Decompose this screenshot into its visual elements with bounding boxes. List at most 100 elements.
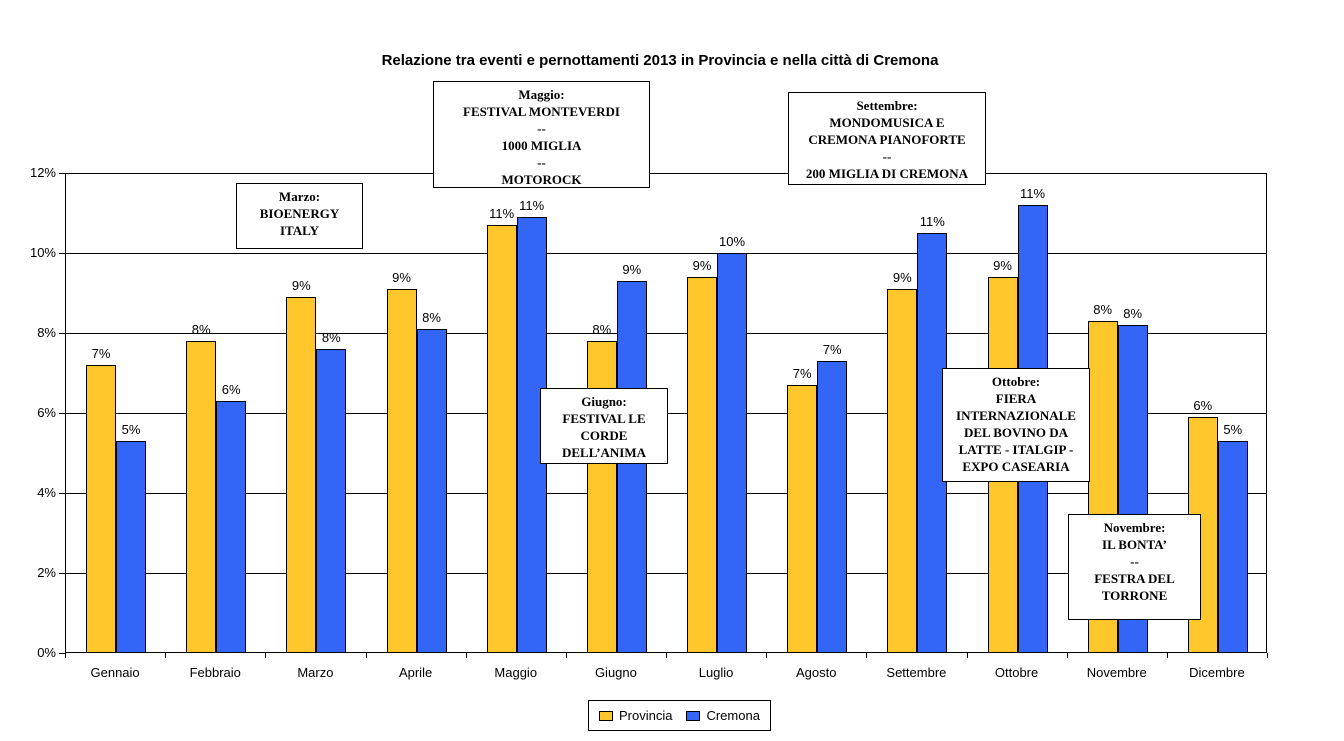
bar-label-provincia-settembre: 9% bbox=[892, 270, 912, 285]
bar-label-provincia-aprile: 9% bbox=[392, 270, 411, 285]
annotation-giugno: Giugno: FESTIVAL LE CORDE DELL’ANIMA bbox=[540, 388, 668, 464]
bar-label-provincia-ottobre: 9% bbox=[993, 258, 1012, 273]
annotation-line-novembre-1: -- bbox=[1130, 554, 1139, 569]
bar-cremona-gennaio bbox=[116, 441, 146, 653]
bar-label-cremona-novembre: 8% bbox=[1123, 306, 1143, 321]
y-axis-label-4: 4% bbox=[37, 485, 56, 500]
bar-provincia-settembre bbox=[887, 289, 918, 653]
bar-label-provincia-novembre: 8% bbox=[1093, 302, 1113, 317]
x-axis-label-settembre: Settembre bbox=[886, 665, 947, 680]
bar-label-cremona-agosto: 7% bbox=[822, 342, 842, 357]
y-axis-label-12: 12% bbox=[29, 165, 56, 180]
annotation-line-giugno-0: FESTIVAL LE bbox=[562, 411, 646, 426]
bar-label-cremona-aprile: 8% bbox=[422, 310, 441, 325]
y-axis-tick bbox=[59, 493, 65, 494]
x-axis-tick bbox=[65, 653, 66, 658]
annotation-line-novembre-0: IL BONTA’ bbox=[1102, 537, 1167, 552]
bar-cremona-giugno bbox=[616, 281, 647, 653]
annotation-marzo: Marzo: BIOENERGY ITALY bbox=[236, 183, 363, 249]
x-axis-tick bbox=[565, 653, 567, 658]
bar-label-provincia-luglio: 9% bbox=[692, 258, 712, 273]
bar-provincia-maggio bbox=[486, 225, 517, 653]
y-axis-tick bbox=[59, 253, 65, 254]
bar-label-cremona-ottobre: 11% bbox=[1019, 186, 1046, 201]
x-axis-tick bbox=[265, 653, 267, 658]
annotation-line-settembre-0: MONDOMUSICA E bbox=[829, 115, 945, 130]
annotation-line-maggio-1: -- bbox=[537, 121, 546, 136]
annotation-line-novembre-2: FESTRA DEL bbox=[1094, 571, 1175, 586]
annotation-line-maggio-2: 1000 MIGLIA bbox=[501, 138, 582, 153]
y-axis-tick bbox=[59, 413, 65, 414]
bar-label-cremona-settembre: 11% bbox=[919, 214, 945, 229]
gridline-4 bbox=[65, 493, 1267, 494]
annotation-line-ottobre-0: FIERA bbox=[995, 391, 1037, 406]
annotation-ottobre: Ottobre: FIERA INTERNAZIONALE DEL BOVINO DA… bbox=[942, 368, 1090, 482]
x-axis-label-luglio: Luglio bbox=[698, 665, 734, 680]
annotation-line-ottobre-4: EXPO CASEARIA bbox=[962, 459, 1070, 474]
bar-provincia-luglio bbox=[687, 277, 717, 653]
annotation-title-novembre: Novembre: bbox=[1103, 520, 1166, 535]
y-axis-label-8: 8% bbox=[37, 325, 56, 340]
gridline-8 bbox=[65, 333, 1267, 334]
annotation-settembre: Settembre: MONDOMUSICA E CREMONA PIANOFORT… bbox=[788, 92, 986, 185]
y-axis-tick bbox=[59, 573, 65, 574]
x-axis-label-febbraio: Febbraio bbox=[189, 665, 241, 680]
bar-cremona-agosto bbox=[817, 361, 848, 653]
bar-provincia-gennaio bbox=[86, 365, 116, 653]
gridline-2 bbox=[65, 573, 1267, 574]
annotation-title-maggio: Maggio: bbox=[518, 87, 565, 102]
annotation-line-ottobre-3: LATTE - ITALGIP - bbox=[958, 442, 1074, 457]
y-axis-label-2: 2% bbox=[37, 565, 56, 580]
legend: Provincia Cremona bbox=[588, 700, 771, 731]
bar-cremona-dicembre bbox=[1217, 441, 1248, 653]
bar-provincia-agosto bbox=[787, 385, 818, 653]
bar-label-cremona-dicembre: 5% bbox=[1223, 422, 1243, 437]
x-axis-label-marzo: Marzo bbox=[297, 665, 334, 680]
bar-label-provincia-febbraio: 8% bbox=[191, 322, 211, 337]
bar-cremona-aprile bbox=[416, 329, 447, 653]
x-axis-tick bbox=[1166, 653, 1168, 658]
annotation-novembre: Novembre: IL BONTA’ -- FESTRA DEL TORRONE bbox=[1068, 514, 1201, 620]
annotation-title-giugno: Giugno: bbox=[581, 394, 627, 409]
x-axis-label-ottobre: Ottobre bbox=[994, 665, 1039, 680]
annotation-line-giugno-2: DELL’ANIMA bbox=[561, 445, 647, 460]
bar-provincia-aprile bbox=[386, 289, 417, 653]
annotation-line-maggio-0: FESTIVAL MONTEVERDI bbox=[463, 104, 620, 119]
y-axis-tick bbox=[59, 653, 65, 654]
gridline-10 bbox=[65, 253, 1267, 254]
x-axis-label-gennaio: Gennaio bbox=[90, 665, 140, 680]
bar-provincia-marzo bbox=[286, 297, 317, 653]
annotation-line-ottobre-1: INTERNAZIONALE bbox=[956, 408, 1076, 423]
annotation-line-maggio-4: MOTOROCK bbox=[501, 172, 582, 187]
x-axis-tick bbox=[966, 653, 968, 658]
legend-swatch-cremona bbox=[686, 710, 701, 721]
bar-label-provincia-gennaio: 7% bbox=[91, 346, 111, 361]
bar-label-cremona-gennaio: 5% bbox=[121, 422, 141, 437]
bar-label-cremona-marzo: 8% bbox=[321, 330, 341, 345]
x-axis-tick bbox=[666, 653, 667, 658]
x-axis-tick bbox=[766, 653, 768, 658]
legend-swatch-provincia bbox=[599, 710, 613, 721]
bar-label-cremona-maggio: 11% bbox=[519, 198, 545, 213]
annotation-line-settembre-1: CREMONA PIANOFORTE bbox=[808, 132, 966, 147]
bar-label-cremona-giugno: 9% bbox=[622, 262, 642, 277]
x-axis-tick bbox=[465, 653, 467, 658]
bar-cremona-febbraio bbox=[216, 401, 247, 653]
y-axis-tick bbox=[59, 333, 65, 334]
annotation-line-marzo-1: ITALY bbox=[279, 223, 320, 238]
bar-label-provincia-agosto: 7% bbox=[792, 366, 812, 381]
x-axis-tick bbox=[1066, 653, 1068, 658]
y-axis-tick bbox=[59, 173, 65, 174]
x-axis-tick bbox=[365, 653, 367, 658]
annotation-line-marzo-0: BIOENERGY bbox=[259, 206, 340, 221]
x-axis-label-agosto: Agosto bbox=[795, 665, 837, 680]
x-axis-label-novembre: Novembre bbox=[1086, 665, 1147, 680]
x-axis-label-dicembre: Dicembre bbox=[1189, 665, 1245, 680]
y-axis-label-10: 10% bbox=[29, 245, 56, 260]
x-axis-tick bbox=[1267, 653, 1268, 658]
bar-provincia-febbraio bbox=[186, 341, 217, 653]
legend-label-cremona: Cremona bbox=[706, 708, 760, 723]
annotation-line-ottobre-2: DEL BOVINO DA bbox=[963, 425, 1069, 440]
bar-cremona-marzo bbox=[316, 349, 347, 653]
